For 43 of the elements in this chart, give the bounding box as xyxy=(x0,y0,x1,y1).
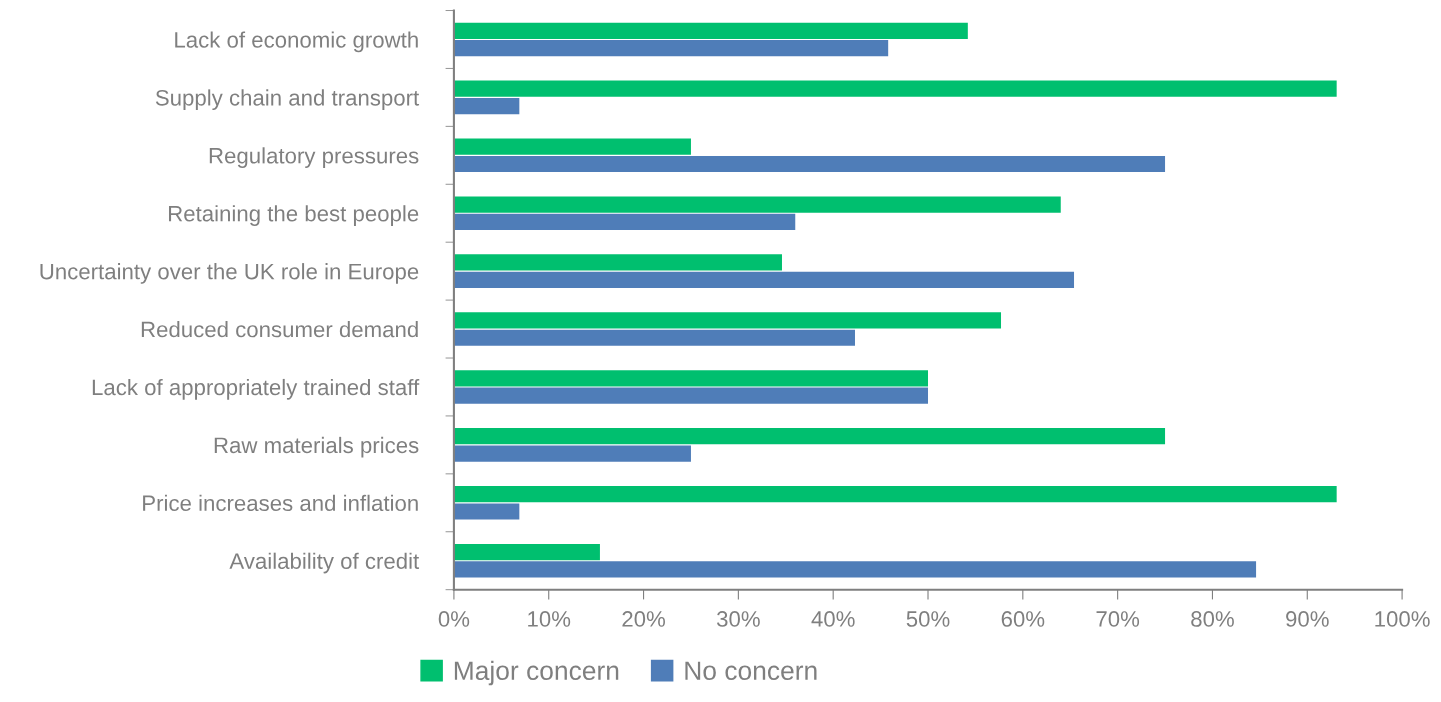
x-tick-label: 20% xyxy=(622,611,665,627)
bar xyxy=(453,155,1166,173)
bar xyxy=(453,138,691,155)
x-tick-label: 40% xyxy=(811,611,855,627)
bar xyxy=(453,387,928,404)
x-tick-label: 100% xyxy=(1375,611,1430,627)
bar xyxy=(453,445,691,462)
bar xyxy=(453,271,1075,288)
x-tick-label: 70% xyxy=(1096,611,1140,627)
x-tick-label: 80% xyxy=(1191,611,1234,627)
y-tick-label: Lack of appropriately trained staff xyxy=(92,378,420,400)
y-tick-label: Uncertainty over the UK role in Europe xyxy=(40,263,419,284)
y-tick-label: Regulatory pressures xyxy=(209,147,419,168)
y-tick-label: Raw materials prices xyxy=(214,436,419,458)
y-tick-label: Supply chain and transport xyxy=(155,89,420,111)
bar xyxy=(453,503,520,520)
bar xyxy=(453,486,1337,503)
bar xyxy=(453,22,968,39)
bar xyxy=(453,561,1257,578)
bar xyxy=(453,329,855,346)
y-tick-label: Retaining the best people xyxy=(168,205,419,226)
bar xyxy=(453,40,889,57)
x-tick-label: 60% xyxy=(1001,611,1045,627)
y-tick-label: Price increases and inflation xyxy=(143,494,418,512)
x-tick-label: 30% xyxy=(716,611,760,627)
x-tick-label: 0% xyxy=(438,611,470,627)
y-tick-label: Lack of economic growth xyxy=(175,31,418,53)
x-tick-label: 90% xyxy=(1286,611,1329,627)
y-tick-label: Availability of credit xyxy=(229,552,420,574)
bar xyxy=(453,213,796,231)
x-tick-label: 10% xyxy=(528,611,571,627)
bar xyxy=(453,97,520,115)
y-tick-label: Reduced consumer demand xyxy=(141,321,418,338)
bar xyxy=(453,254,782,271)
bar xyxy=(453,80,1337,97)
legend-label: No concern xyxy=(685,661,817,681)
bar xyxy=(453,312,1002,329)
x-tick-label: 50% xyxy=(906,611,950,627)
bar xyxy=(453,196,1061,213)
legend-label: Major concern xyxy=(454,660,619,686)
bar xyxy=(453,543,600,561)
bar xyxy=(453,428,1166,445)
bar xyxy=(453,370,928,387)
